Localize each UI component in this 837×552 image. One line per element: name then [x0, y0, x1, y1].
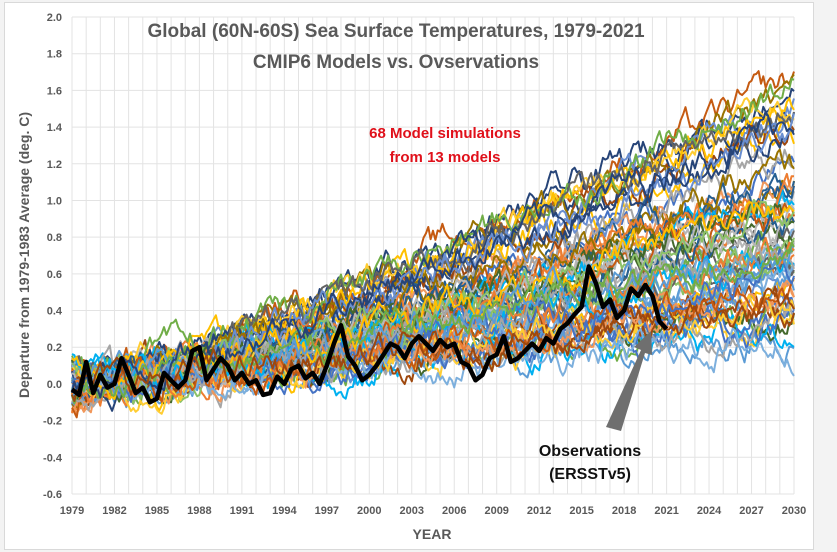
x-tick-label: 2024	[697, 505, 722, 517]
y-axis-label: Departure from 1979-1983 Average (deg. C…	[16, 112, 32, 398]
x-tick-label: 1985	[145, 505, 169, 517]
observations-annotation-line2: (ERSSTv5)	[549, 466, 631, 483]
y-tick-label: 0.6	[47, 269, 62, 281]
model-simulation-line	[71, 77, 795, 397]
x-tick-label: 2015	[569, 505, 593, 517]
x-tick-label: 2018	[612, 505, 636, 517]
x-tick-label: 2006	[442, 505, 466, 517]
x-tick-label: 1988	[187, 505, 211, 517]
model-simulation-line	[71, 327, 795, 401]
y-tick-label: -0.6	[43, 489, 62, 501]
x-tick-label: 2027	[739, 505, 763, 517]
y-tick-label: 1.0	[47, 195, 62, 207]
y-tick-label: 1.8	[47, 49, 62, 61]
y-tick-label: 1.4	[47, 122, 63, 134]
x-tick-label: 1994	[272, 505, 297, 517]
x-tick-label: 2009	[484, 505, 508, 517]
model-simulation-line	[71, 236, 795, 407]
chart-subtitle: CMIP6 Models vs. Ovservations	[253, 52, 539, 73]
x-tick-label: 2021	[654, 505, 678, 517]
x-tick-label: 1997	[315, 505, 339, 517]
y-tick-label: 1.6	[47, 85, 62, 97]
y-tick-label: 1.2	[47, 159, 62, 171]
model-simulations	[71, 70, 795, 419]
models-annotation-line2: from 13 models	[390, 149, 501, 166]
x-tick-label: 2000	[357, 505, 381, 517]
chart-title: Global (60N-60S) Sea Surface Temperature…	[147, 21, 644, 42]
model-simulation-line	[71, 97, 795, 395]
observations-arrow	[606, 331, 652, 431]
x-tick-label: 1991	[230, 505, 254, 517]
models-annotation-line1: 68 Model simulations	[369, 125, 521, 142]
y-tick-label: 0.8	[47, 232, 62, 244]
observations-series	[70, 264, 669, 405]
y-tick-label: 2.0	[47, 12, 62, 24]
x-tick-label: 1982	[102, 505, 126, 517]
x-axis-ticks: 1979 1982 1985 1988 1991 1994 1997 2000 2003 2006…	[60, 505, 806, 517]
y-tick-label: 0.2	[47, 342, 62, 354]
x-tick-label: 2012	[527, 505, 551, 517]
x-tick-label: 2003	[400, 505, 424, 517]
model-simulation-line	[71, 248, 795, 403]
y-tick-label: 0.4	[47, 306, 63, 318]
y-axis-ticks: -0.6 -0.4 -0.2 0.0 0.2 0.4 0.6 0.8 1.0 1.2 1.4 1.6 1…	[43, 12, 63, 501]
y-tick-label: -0.2	[43, 416, 62, 428]
y-tick-label: -0.4	[43, 452, 63, 464]
x-tick-label: 1979	[60, 505, 84, 517]
observations-line	[70, 264, 669, 405]
x-tick-label: 2030	[782, 505, 806, 517]
observations-annotation-line1: Observations	[539, 443, 641, 460]
y-tick-label: 0.0	[47, 379, 62, 391]
x-axis-label: YEAR	[413, 526, 452, 542]
